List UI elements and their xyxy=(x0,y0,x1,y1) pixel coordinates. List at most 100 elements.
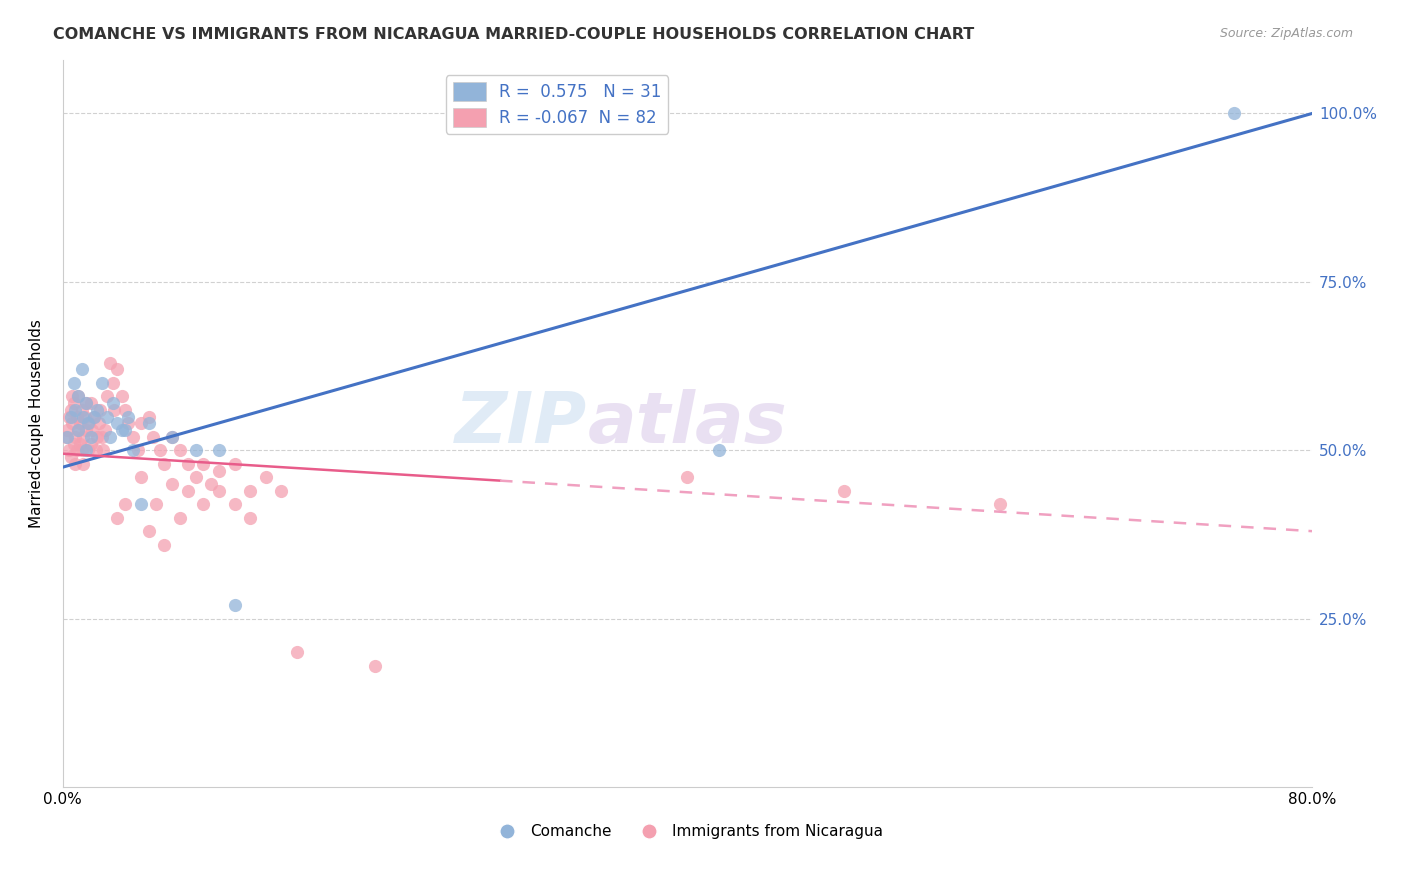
Point xyxy=(200,477,222,491)
Point xyxy=(67,389,90,403)
Point xyxy=(67,389,90,403)
Point xyxy=(83,409,105,424)
Point xyxy=(122,430,145,444)
Point xyxy=(86,403,108,417)
Point xyxy=(58,443,80,458)
Point xyxy=(90,376,112,390)
Point xyxy=(80,430,103,444)
Point xyxy=(70,403,93,417)
Point xyxy=(103,403,125,417)
Point xyxy=(122,443,145,458)
Point xyxy=(82,423,104,437)
Point xyxy=(80,436,103,450)
Point xyxy=(177,457,200,471)
Point xyxy=(79,417,101,431)
Point xyxy=(83,409,105,424)
Point xyxy=(75,396,97,410)
Point xyxy=(70,362,93,376)
Point xyxy=(184,470,207,484)
Text: Source: ZipAtlas.com: Source: ZipAtlas.com xyxy=(1219,27,1353,40)
Point xyxy=(832,483,855,498)
Point xyxy=(111,389,134,403)
Point xyxy=(90,430,112,444)
Point xyxy=(285,645,308,659)
Point xyxy=(65,457,87,471)
Point xyxy=(117,409,139,424)
Point xyxy=(193,497,215,511)
Point xyxy=(114,497,136,511)
Point xyxy=(75,396,97,410)
Point xyxy=(72,430,94,444)
Point xyxy=(224,497,246,511)
Point xyxy=(56,430,79,444)
Point xyxy=(129,417,152,431)
Point xyxy=(59,403,82,417)
Point xyxy=(70,443,93,458)
Text: ZIP: ZIP xyxy=(456,389,588,458)
Text: COMANCHE VS IMMIGRANTS FROM NICARAGUA MARRIED-COUPLE HOUSEHOLDS CORRELATION CHAR: COMANCHE VS IMMIGRANTS FROM NICARAGUA MA… xyxy=(53,27,974,42)
Point xyxy=(72,457,94,471)
Point xyxy=(107,417,129,431)
Point xyxy=(87,417,110,431)
Point xyxy=(66,409,89,424)
Point xyxy=(208,463,231,477)
Point xyxy=(169,510,191,524)
Point xyxy=(707,443,730,458)
Point xyxy=(142,430,165,444)
Point xyxy=(160,430,183,444)
Point xyxy=(114,423,136,437)
Point xyxy=(75,423,97,437)
Point xyxy=(184,443,207,458)
Point xyxy=(101,376,124,390)
Point xyxy=(59,409,82,424)
Point xyxy=(62,436,84,450)
Point xyxy=(84,443,107,458)
Point xyxy=(138,417,160,431)
Point xyxy=(98,356,121,370)
Point xyxy=(101,396,124,410)
Point xyxy=(1223,106,1246,120)
Point xyxy=(129,497,152,511)
Point xyxy=(127,443,149,458)
Point xyxy=(160,430,183,444)
Point xyxy=(69,436,91,450)
Point xyxy=(117,417,139,431)
Point xyxy=(239,483,262,498)
Point xyxy=(107,510,129,524)
Point xyxy=(239,510,262,524)
Point xyxy=(94,423,117,437)
Point xyxy=(160,477,183,491)
Point xyxy=(153,457,176,471)
Point xyxy=(138,524,160,538)
Point xyxy=(270,483,292,498)
Point xyxy=(145,497,167,511)
Point xyxy=(96,409,118,424)
Point xyxy=(76,417,98,431)
Point xyxy=(86,430,108,444)
Point xyxy=(98,430,121,444)
Point xyxy=(60,417,83,431)
Point xyxy=(80,396,103,410)
Point xyxy=(93,443,115,458)
Point xyxy=(55,430,77,444)
Point xyxy=(58,409,80,424)
Point xyxy=(988,497,1011,511)
Point xyxy=(193,457,215,471)
Point xyxy=(62,376,84,390)
Point xyxy=(65,430,87,444)
Point xyxy=(254,470,277,484)
Point xyxy=(149,443,172,458)
Point xyxy=(67,423,90,437)
Point xyxy=(56,423,79,437)
Point xyxy=(60,389,83,403)
Point xyxy=(96,389,118,403)
Point xyxy=(69,417,91,431)
Point xyxy=(59,450,82,464)
Text: atlas: atlas xyxy=(588,389,787,458)
Point xyxy=(107,362,129,376)
Point xyxy=(89,403,111,417)
Legend: Comanche, Immigrants from Nicaragua: Comanche, Immigrants from Nicaragua xyxy=(485,818,890,845)
Point xyxy=(177,483,200,498)
Point xyxy=(114,403,136,417)
Point xyxy=(208,483,231,498)
